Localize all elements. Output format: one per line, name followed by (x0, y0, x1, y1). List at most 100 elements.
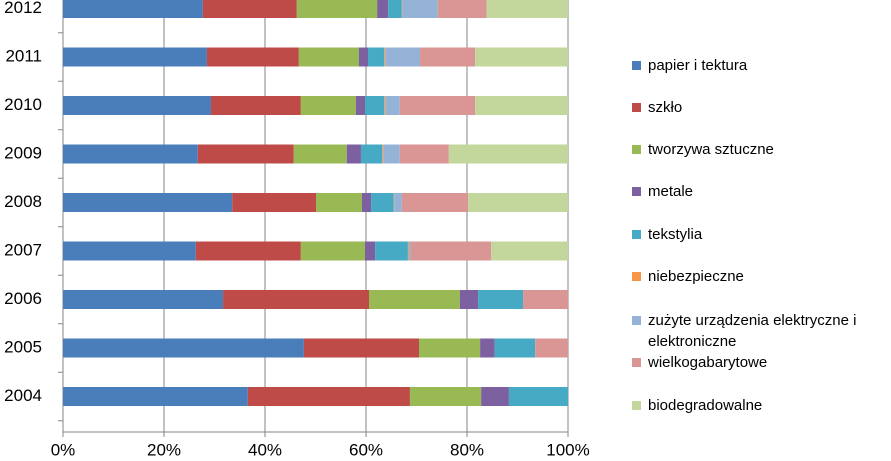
x-tick-label: 60% (349, 440, 383, 459)
legend-item: biodegradowalne (632, 395, 890, 416)
bar-segment (408, 241, 411, 261)
y-tick-label: 2007 (4, 240, 42, 259)
bar-segment (364, 96, 385, 115)
x-tick-label: 100% (546, 440, 589, 459)
legend-item: zużyte urządzenia elektryczne i elektron… (632, 310, 890, 352)
bar-segment (247, 387, 410, 406)
bar-segment (459, 290, 479, 309)
legend-item: niebezpieczne (632, 266, 890, 287)
legend-label: papier i tektura (648, 57, 748, 74)
bar-segment (360, 144, 383, 164)
bar-segment (393, 193, 395, 212)
y-tick-label: 2008 (4, 192, 42, 211)
legend-label: wielkogabarytowe (648, 354, 768, 371)
y-tick-label: 2005 (4, 337, 42, 356)
legend-swatch (632, 103, 641, 112)
legend-swatch (632, 187, 641, 196)
bar-segment (293, 144, 347, 164)
legend-item: tekstylia (632, 224, 890, 245)
bar-segment (481, 387, 509, 406)
bar-segment (63, 387, 248, 406)
bar-segment (375, 241, 408, 261)
x-tick-label: 40% (248, 440, 282, 459)
bar-segment (358, 47, 369, 67)
bar-segment (296, 0, 378, 18)
bar-segment (63, 290, 224, 309)
bar-segment (206, 47, 299, 67)
bar-segment (361, 193, 372, 212)
legend-label: biodegradowalne (648, 397, 763, 414)
bar-segment (195, 241, 301, 261)
bar-segment (480, 338, 495, 358)
legend-swatch (632, 230, 641, 239)
bar-segment (399, 144, 449, 164)
legend-item: tworzywa sztuczne (632, 139, 890, 160)
bar-segment (388, 0, 402, 18)
bar-segment (437, 0, 487, 18)
bar-segment (369, 290, 460, 309)
y-tick-label: 2006 (4, 289, 42, 308)
legend-item: szkło (632, 97, 890, 118)
bar-segment (300, 241, 365, 261)
bar-segment (63, 0, 203, 18)
bar-segment (508, 387, 568, 406)
bar-segment (298, 47, 359, 67)
bar-segment (383, 144, 400, 164)
legend-item: metale (632, 181, 890, 202)
bar-segment (63, 338, 304, 358)
bar-segment (401, 0, 403, 18)
bar-segment (355, 96, 365, 115)
bar-segment (384, 96, 386, 115)
bar-segment (63, 47, 207, 67)
bar-segment (399, 96, 476, 115)
bar-segment (475, 96, 568, 115)
x-tick-label: 0% (51, 440, 76, 459)
legend-label: tworzywa sztuczne (648, 141, 774, 158)
bar-segment (394, 193, 402, 212)
bar-segment (494, 338, 536, 358)
y-tick-label: 2011 (5, 46, 42, 65)
bar-segment (63, 241, 196, 261)
bar-segment (346, 144, 361, 164)
bar-segment (407, 241, 409, 261)
bar-segment (385, 47, 421, 67)
legend-label: zużyte urządzenia elektryczne i elektron… (648, 312, 857, 350)
bar-segment (382, 144, 384, 164)
bar-segment (385, 96, 400, 115)
y-tick-label: 2004 (4, 386, 42, 405)
bar-segment (210, 96, 301, 115)
bar-segment (63, 144, 198, 164)
bar-segment (448, 144, 568, 164)
bar-segment (475, 47, 568, 67)
y-tick-label: 2009 (4, 143, 42, 162)
y-tick-label: 2010 (4, 95, 42, 114)
bar-segment (377, 0, 389, 18)
legend-swatch (632, 61, 641, 70)
bar-segment (384, 47, 386, 67)
bar-segment (410, 241, 492, 261)
legend-swatch (632, 316, 641, 325)
bar-segment (364, 241, 376, 261)
legend-item: wielkogabarytowe (632, 352, 890, 373)
y-tick-label: 2012 (4, 0, 42, 17)
bar-segment (491, 241, 568, 261)
bar-segment (478, 290, 524, 309)
legend-swatch (632, 358, 641, 367)
bar-segment (202, 0, 297, 18)
bar-segment (523, 290, 568, 309)
bar-segment (468, 193, 568, 212)
legend-item: papier i tektura (632, 55, 890, 76)
bar-segment (368, 47, 385, 67)
bar-segment (420, 47, 476, 67)
bar-segment (63, 193, 233, 212)
bar-segment (535, 338, 568, 358)
bar-segment (63, 96, 211, 115)
legend-label: szkło (648, 99, 683, 116)
bar-segment (371, 193, 394, 212)
legend-label: metale (648, 183, 694, 200)
bar-segment (197, 144, 294, 164)
bar-segment (401, 193, 469, 212)
bar-segment (409, 387, 482, 406)
bar-segment (316, 193, 362, 212)
